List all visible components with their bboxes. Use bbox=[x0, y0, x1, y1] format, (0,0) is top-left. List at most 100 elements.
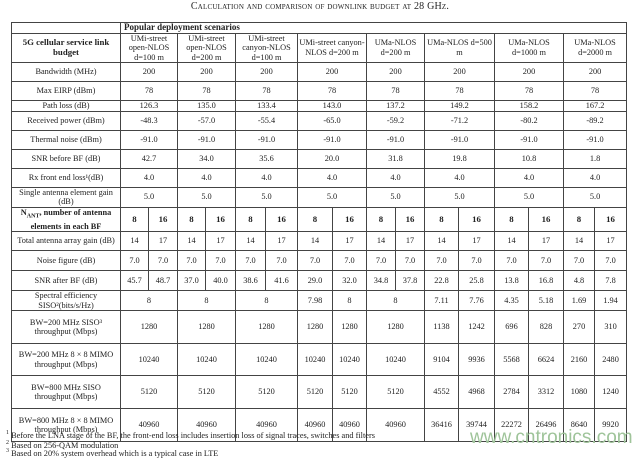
table-cell: 37.8 bbox=[395, 270, 425, 292]
table-cell: 5120 bbox=[366, 375, 425, 410]
table-cell: 16 bbox=[458, 206, 495, 233]
table-cell: 10240 bbox=[120, 343, 178, 377]
table-cell: -91.0 bbox=[297, 129, 367, 150]
row-label: BW=200 MHz 8 × 8 MIMO throughput (Mbps) bbox=[11, 343, 121, 377]
table-cell: 7.0 bbox=[424, 250, 459, 272]
table-cell: 8 bbox=[297, 206, 333, 233]
table-cell: -91.0 bbox=[494, 129, 564, 150]
table-cell: 42.7 bbox=[120, 148, 178, 169]
table-row: Max EIRP (dBm) 78 78 78 78 78 78 78 78 bbox=[11, 81, 628, 101]
table-cell: 5.0 bbox=[297, 186, 367, 208]
table-cell: 4.0 bbox=[562, 167, 628, 188]
table-cell: 16 bbox=[528, 206, 564, 233]
table-cell: 5120 bbox=[177, 375, 236, 410]
row-label: Received power (dBm) bbox=[11, 110, 121, 131]
table-cell: 5.0 bbox=[494, 186, 564, 208]
scenario-header: UMi-street open-NLOS d=200 m bbox=[177, 32, 236, 63]
table-cell: 10240 bbox=[366, 343, 425, 377]
table-cell: 78 bbox=[494, 81, 564, 101]
table-cell: -91.0 bbox=[366, 129, 425, 150]
table-cell: 1280 bbox=[297, 310, 333, 345]
table-cell: 78 bbox=[297, 81, 367, 101]
table-cell: 1080 bbox=[563, 375, 595, 410]
row-label: Noise figure (dB) bbox=[11, 250, 121, 272]
row-label: NANT, number of antenna elements in each… bbox=[11, 206, 121, 233]
table-cell: -71.2 bbox=[424, 110, 495, 131]
table-cell: 7.0 bbox=[395, 250, 425, 272]
table-cell: 8 bbox=[120, 206, 149, 233]
table-cell: 10.8 bbox=[494, 148, 564, 169]
table-cell: 1280 bbox=[332, 310, 367, 345]
table-cell: 17 bbox=[593, 231, 628, 252]
table-cell: 5.0 bbox=[562, 186, 628, 208]
table-cell: 40.0 bbox=[205, 270, 236, 292]
table-cell: 10240 bbox=[297, 343, 333, 377]
table-cell: -55.4 bbox=[235, 110, 298, 131]
footnote-1: 1 Before the LNA stage of the BF, the fr… bbox=[6, 430, 375, 440]
table-cell: 4968 bbox=[458, 375, 495, 410]
table-cell: 7.0 bbox=[593, 250, 628, 272]
table-cell: 7.8 bbox=[593, 270, 628, 292]
table-cell: 37.0 bbox=[177, 270, 206, 292]
table-cell: 7.76 bbox=[458, 290, 495, 312]
table-cell: 310 bbox=[593, 310, 628, 345]
footnote-2: 2 Based on 256-QAM modulation bbox=[6, 440, 119, 450]
table-cell: 7.0 bbox=[205, 250, 236, 272]
table-cell: 17 bbox=[265, 231, 298, 252]
table-cell: 5.0 bbox=[235, 186, 298, 208]
table-row: Rx front end loss¹(dB) 4.0 4.0 4.0 4.0 4.0 4.0… bbox=[11, 167, 628, 188]
row-label: SNR after BF (dB) bbox=[11, 270, 121, 292]
table-cell: 1280 bbox=[177, 310, 236, 345]
table-cell: 78 bbox=[177, 81, 236, 101]
table-cell: 41.6 bbox=[265, 270, 298, 292]
table-cell: 4.0 bbox=[494, 167, 564, 188]
table-cell: 19.8 bbox=[424, 148, 495, 169]
table-cell: 8 bbox=[177, 290, 236, 312]
table-cell: 78 bbox=[562, 81, 628, 101]
table-cell: 7.0 bbox=[494, 250, 529, 272]
table-cell: 1280 bbox=[235, 310, 298, 345]
table-cell: -91.0 bbox=[562, 129, 628, 150]
table-cell: 16 bbox=[332, 206, 367, 233]
table-cell: 8 bbox=[177, 206, 206, 233]
table-cell: 25.8 bbox=[458, 270, 495, 292]
table-cell: 5.0 bbox=[120, 186, 178, 208]
footnote-3: 3 Based on 20% system overhead which is … bbox=[6, 448, 219, 458]
table-cell: 16 bbox=[265, 206, 298, 233]
table-cell: 7.0 bbox=[366, 250, 396, 272]
table-cell: 126.3 bbox=[120, 100, 178, 112]
table-cell: 32.0 bbox=[332, 270, 367, 292]
table-cell: 1.69 bbox=[563, 290, 595, 312]
table-cell: 5568 bbox=[494, 343, 529, 377]
table-cell: 7.98 bbox=[297, 290, 333, 312]
row-label: Path loss (dB) bbox=[11, 100, 121, 112]
table-cell: 20.0 bbox=[297, 148, 367, 169]
table-cell: 4.0 bbox=[235, 167, 298, 188]
row-label: Spectral efficiency SISO²(bits/s/Hz) bbox=[11, 290, 121, 312]
row-label: Single antenna element gain (dB) bbox=[11, 186, 121, 208]
table-cell: 4.35 bbox=[494, 290, 529, 312]
table-row: Bandwidth (MHz) 200 200 200 200 200 200 200 200 bbox=[11, 62, 628, 82]
table-cell: 1280 bbox=[120, 310, 178, 345]
scenario-header-row: 5G cellular service link budget UMi-stre… bbox=[11, 32, 628, 63]
table-row: SNR after BF (dB) 45.7 48.7 37.0 40.0 38.6 41.… bbox=[11, 270, 628, 292]
table-cell: 4.0 bbox=[297, 167, 367, 188]
table-cell: 16 bbox=[395, 206, 425, 233]
table-cell: 1280 bbox=[366, 310, 425, 345]
table-cell: 14 bbox=[297, 231, 333, 252]
table-row: BW=800 MHz 8 × 8 MIMO throughput (Mbps) 4… bbox=[11, 408, 628, 443]
table-cell: 8 bbox=[235, 290, 298, 312]
table-cell: 14 bbox=[366, 231, 396, 252]
table-cell: 5120 bbox=[235, 375, 298, 410]
table-cell: 200 bbox=[494, 62, 564, 82]
table-cell: -91.0 bbox=[235, 129, 298, 150]
table-cell: 40960 bbox=[332, 408, 367, 443]
table-cell: 14 bbox=[120, 231, 149, 252]
table-cell: 8 bbox=[366, 290, 425, 312]
table-cell: 10240 bbox=[235, 343, 298, 377]
corner-blank bbox=[11, 22, 121, 34]
table-row: BW=800 MHz SISO throughput (Mbps) 5120 512… bbox=[11, 375, 628, 410]
table-cell: 8 bbox=[332, 290, 367, 312]
table-cell: 22.8 bbox=[424, 270, 459, 292]
table-cell: 7.0 bbox=[563, 250, 595, 272]
